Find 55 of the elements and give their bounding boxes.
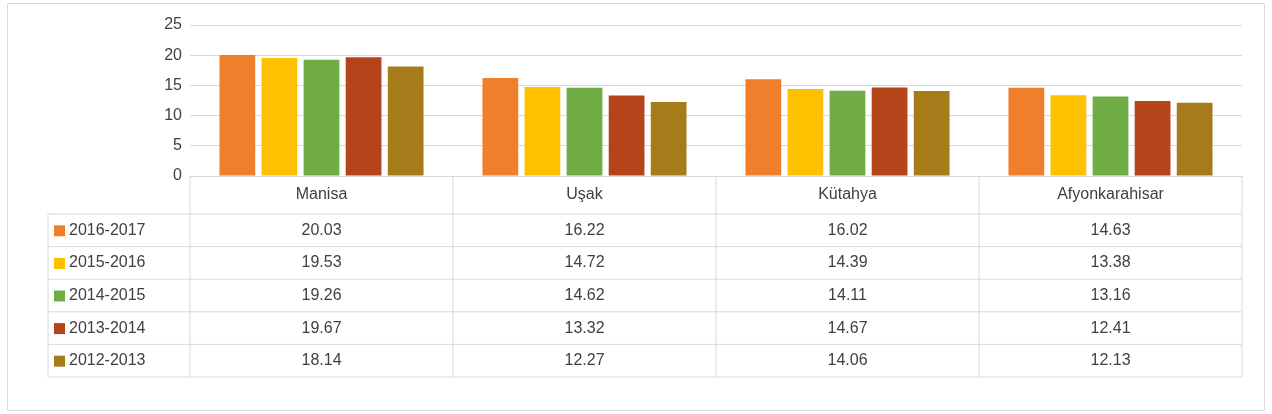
data-label: 13.38	[1090, 253, 1131, 271]
y-tick-label: 5	[173, 136, 183, 154]
bar	[871, 87, 908, 176]
legend-label: 2015-2016	[69, 253, 146, 271]
bar	[303, 59, 340, 176]
bar	[219, 55, 256, 176]
bar	[261, 58, 298, 176]
y-tick-label: 10	[164, 106, 183, 124]
y-tick-label: 15	[164, 75, 183, 93]
data-label: 13.32	[564, 318, 605, 336]
data-label: 19.26	[301, 285, 342, 303]
bar	[829, 90, 866, 176]
bar	[1176, 102, 1213, 176]
legend-label: 2016-2017	[69, 220, 146, 238]
data-label: 12.41	[1090, 318, 1131, 336]
bar	[1092, 96, 1129, 176]
data-label: 14.72	[564, 253, 605, 271]
bar	[524, 87, 561, 176]
bar	[745, 79, 782, 176]
bar	[345, 57, 382, 176]
legend-label: 2013-2014	[69, 318, 146, 336]
bar	[482, 78, 519, 176]
x-tick-label: Manisa	[295, 185, 348, 203]
data-label: 12.13	[1090, 351, 1131, 369]
data-label: 16.02	[827, 220, 868, 238]
x-tick-label: Uşak	[566, 185, 604, 203]
data-label: 18.14	[301, 351, 342, 369]
x-tick-label: Kütahya	[818, 185, 877, 203]
bar	[787, 89, 824, 176]
x-tick-label: Afyonkarahisar	[1057, 185, 1165, 203]
data-label: 14.62	[564, 285, 605, 303]
data-label: 14.63	[1090, 220, 1131, 238]
data-label: 14.11	[828, 285, 868, 303]
data-label: 13.16	[1090, 285, 1131, 303]
data-label: 19.53	[301, 253, 342, 271]
bar	[1008, 87, 1045, 176]
data-label: 14.39	[827, 253, 868, 271]
data-label: 16.22	[564, 220, 605, 238]
bar	[387, 66, 424, 176]
y-tick-label: 20	[164, 45, 183, 63]
legend-label: 2012-2013	[69, 351, 146, 369]
y-tick-label: 25	[164, 15, 183, 33]
bar	[566, 87, 603, 176]
bar	[1134, 101, 1171, 176]
y-tick-label: 0	[173, 166, 183, 184]
bar	[650, 101, 687, 176]
bar	[608, 95, 645, 176]
bar	[1050, 95, 1087, 176]
data-label: 19.67	[301, 318, 342, 336]
legend-label: 2014-2015	[69, 285, 146, 303]
data-label: 14.67	[827, 318, 868, 336]
data-label: 20.03	[301, 220, 342, 238]
data-label: 14.06	[827, 351, 868, 369]
data-label: 12.27	[564, 351, 605, 369]
bar	[913, 91, 950, 176]
